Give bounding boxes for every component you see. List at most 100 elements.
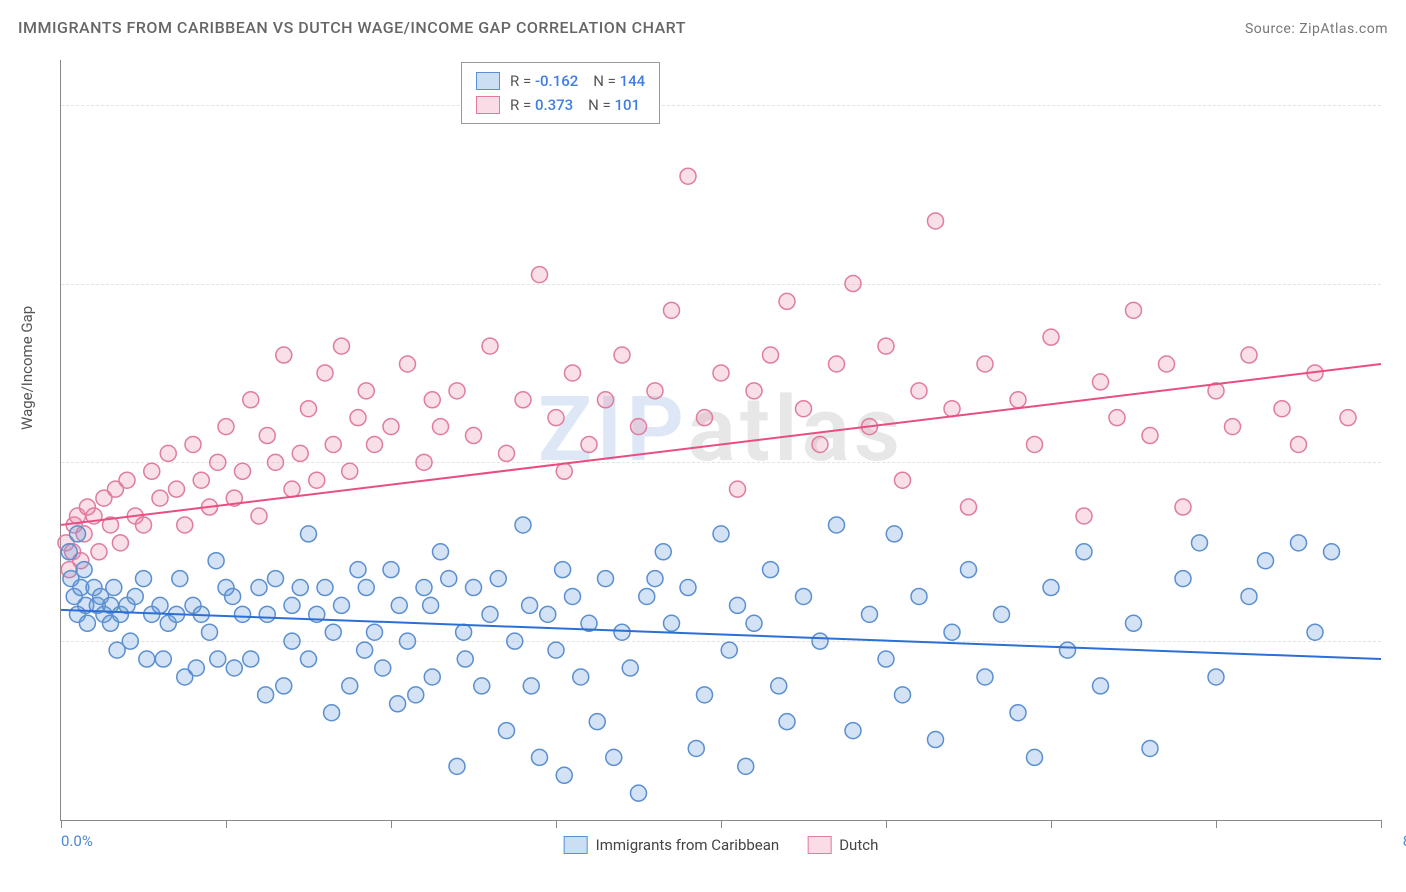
pink-point bbox=[1340, 410, 1356, 426]
blue-point bbox=[400, 633, 416, 649]
pink-point bbox=[317, 365, 333, 381]
blue-point bbox=[284, 597, 300, 613]
blue-point bbox=[490, 571, 506, 587]
stat-legend-row-blue: R = -0.162 N = 144 bbox=[476, 69, 645, 93]
blue-point bbox=[878, 651, 894, 667]
pink-point bbox=[466, 428, 482, 444]
pink-point bbox=[1109, 410, 1125, 426]
xtick bbox=[226, 820, 227, 828]
blue-point bbox=[258, 687, 274, 703]
pink-point bbox=[1043, 329, 1059, 345]
blue-point bbox=[334, 597, 350, 613]
blue-point bbox=[139, 651, 155, 667]
blue-point bbox=[61, 544, 77, 560]
pink-point bbox=[350, 410, 366, 426]
blue-point bbox=[1324, 544, 1340, 560]
pink-point bbox=[961, 499, 977, 515]
pink-point bbox=[433, 419, 449, 435]
blue-point bbox=[771, 678, 787, 694]
ytick-label: 80.0% bbox=[1391, 96, 1406, 114]
pink-point bbox=[664, 302, 680, 318]
blue-point bbox=[688, 740, 704, 756]
blue-point bbox=[713, 526, 729, 542]
blue-point bbox=[1175, 571, 1191, 587]
pink-point bbox=[1010, 392, 1026, 408]
blue-point bbox=[680, 580, 696, 596]
pink-point bbox=[1291, 436, 1307, 452]
blue-point bbox=[449, 758, 465, 774]
blue-point bbox=[1307, 624, 1323, 640]
pink-point bbox=[1142, 428, 1158, 444]
xtick bbox=[1381, 820, 1382, 828]
blue-point bbox=[324, 705, 340, 721]
x-label-left: 0.0% bbox=[61, 832, 93, 850]
blue-point bbox=[1043, 580, 1059, 596]
blue-point bbox=[1027, 749, 1043, 765]
blue-point bbox=[301, 526, 317, 542]
pink-point bbox=[763, 347, 779, 363]
blue-point bbox=[1010, 705, 1026, 721]
blue-point bbox=[423, 597, 439, 613]
blue-point bbox=[1208, 669, 1224, 685]
pink-point bbox=[845, 276, 861, 292]
pink-point bbox=[119, 472, 135, 488]
title-bar: IMMIGRANTS FROM CARIBBEAN VS DUTCH WAGE/… bbox=[18, 18, 1388, 37]
pink-point bbox=[218, 419, 234, 435]
blue-point bbox=[342, 678, 358, 694]
pink-point bbox=[515, 392, 531, 408]
pink-point bbox=[895, 472, 911, 488]
pink-point bbox=[169, 481, 185, 497]
pink-point bbox=[944, 401, 960, 417]
blue-point bbox=[391, 597, 407, 613]
blue-point bbox=[76, 562, 92, 578]
blue-point bbox=[79, 615, 95, 631]
plot-area: ZIPatlas 20.0%40.0%60.0%80.0% R = -0.162… bbox=[60, 60, 1381, 821]
blue-point bbox=[276, 678, 292, 694]
pink-point bbox=[193, 472, 209, 488]
blue-point bbox=[383, 562, 399, 578]
blue-point bbox=[226, 660, 242, 676]
blue-point bbox=[408, 687, 424, 703]
blue-point bbox=[251, 580, 267, 596]
blue-point bbox=[317, 580, 333, 596]
blue-point bbox=[350, 562, 366, 578]
blue-point bbox=[655, 544, 671, 560]
ytick-label: 60.0% bbox=[1391, 275, 1406, 293]
blue-point bbox=[614, 624, 630, 640]
pink-point bbox=[1274, 401, 1290, 417]
blue-point bbox=[565, 588, 581, 604]
pink-point bbox=[259, 428, 275, 444]
pink-point bbox=[614, 347, 630, 363]
blue-point bbox=[155, 651, 171, 667]
stat-legend-row-pink: R = 0.373 N = 101 bbox=[476, 93, 645, 117]
blue-point bbox=[895, 687, 911, 703]
blue-point bbox=[202, 624, 218, 640]
xtick bbox=[721, 820, 722, 828]
pink-point bbox=[746, 383, 762, 399]
xtick bbox=[556, 820, 557, 828]
blue-point bbox=[664, 615, 680, 631]
xtick bbox=[1216, 820, 1217, 828]
pink-point bbox=[243, 392, 259, 408]
pink-point bbox=[342, 463, 358, 479]
pink-point bbox=[112, 535, 128, 551]
blue-point bbox=[622, 660, 638, 676]
pink-point bbox=[1225, 419, 1241, 435]
blue-point bbox=[456, 624, 472, 640]
pink-point bbox=[424, 392, 440, 408]
blue-point bbox=[721, 642, 737, 658]
pink-point bbox=[1175, 499, 1191, 515]
blue-point bbox=[1126, 615, 1142, 631]
blue-point bbox=[433, 544, 449, 560]
swatch-blue bbox=[564, 836, 588, 854]
blue-point bbox=[886, 526, 902, 542]
blue-point bbox=[358, 580, 374, 596]
blue-point bbox=[106, 580, 122, 596]
blue-point bbox=[208, 553, 224, 569]
pink-point bbox=[1027, 436, 1043, 452]
blue-point bbox=[697, 687, 713, 703]
blue-point bbox=[961, 562, 977, 578]
blue-point bbox=[424, 669, 440, 685]
pink-point bbox=[796, 401, 812, 417]
pink-point bbox=[325, 436, 341, 452]
